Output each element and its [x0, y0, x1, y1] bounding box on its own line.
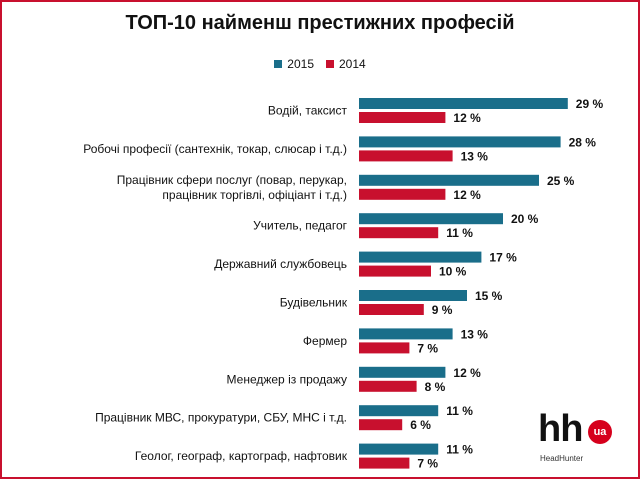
bar-2014: [359, 342, 410, 354]
bar-2015: [359, 290, 467, 301]
category-label: Робочі професії (сантехнік, токар, слюса…: [83, 142, 347, 156]
bar-2015: [359, 251, 482, 263]
data-label-2014: 8 %: [425, 380, 446, 394]
data-label-2015: 29 %: [576, 97, 604, 111]
data-label-2014: 11 %: [446, 226, 473, 240]
data-label-2015: 15 %: [475, 289, 503, 303]
category-label: Учитель, педагог: [253, 219, 348, 233]
bar-2014: [359, 457, 410, 469]
bar-2015: [359, 213, 503, 225]
bar-2014: [359, 380, 417, 392]
bar-2015: [359, 136, 561, 148]
legend-item-2014: 2014: [326, 57, 366, 71]
data-label-2015: 28 %: [569, 135, 597, 149]
bar-2014: [359, 419, 403, 431]
category-label: Будівельник: [280, 296, 348, 310]
bar-2015: [359, 366, 446, 378]
data-label-2014: 9 %: [432, 303, 453, 317]
bar-2014: [359, 188, 446, 200]
logo-ua-badge: ua: [588, 420, 612, 444]
category-label: Водій, таксист: [268, 104, 348, 118]
category-label: Працівник МВС, прокуратури, СБУ, МНС і т…: [95, 411, 347, 425]
legend-swatch-2015: [274, 60, 283, 68]
data-label-2014: 10 %: [439, 265, 467, 279]
data-label-2015: 11 %: [446, 443, 473, 457]
data-label-2014: 12 %: [453, 188, 481, 202]
legend-label-2014: 2014: [339, 57, 366, 71]
category-label: Геолог, географ, картограф, нафтовик: [135, 449, 348, 463]
headhunter-logo: hh ua HeadHunter: [538, 408, 612, 474]
data-label-2015: 11 %: [446, 404, 473, 418]
bar-2014: [359, 112, 446, 123]
bar-2014: [359, 150, 453, 162]
data-label-2015: 13 %: [461, 327, 489, 341]
bar-2015: [359, 405, 439, 417]
data-label-2015: 20 %: [511, 212, 539, 226]
legend: 2015 2014: [2, 56, 638, 72]
data-label-2014: 6 %: [410, 418, 431, 432]
data-label-2014: 7 %: [417, 341, 438, 355]
category-label: Державний службовець: [214, 257, 347, 271]
data-label-2014: 13 %: [461, 149, 489, 163]
bar-2015: [359, 443, 439, 455]
data-label-2014: 12 %: [453, 111, 481, 125]
data-label-2015: 25 %: [547, 174, 575, 188]
logo-subtitle: HeadHunter: [540, 454, 584, 463]
chart-title: ТОП-10 найменш престижних професій: [125, 12, 515, 34]
legend-item-2015: 2015: [274, 57, 314, 71]
legend-swatch-2014: [326, 60, 334, 68]
data-label-2015: 12 %: [453, 366, 481, 380]
data-label-2014: 7 %: [417, 457, 438, 471]
category-label: Фермер: [303, 334, 347, 348]
bar-2015: [359, 174, 539, 186]
bar-2015: [359, 328, 453, 340]
logo-hh-text: hh: [538, 408, 583, 450]
bar-2014: [359, 227, 439, 239]
category-label: Працівник сфери послуг (повар, перукар,: [117, 173, 347, 187]
category-label: Менеджер із продажу: [227, 372, 347, 386]
bar-2014: [359, 304, 424, 315]
data-label-2015: 17 %: [489, 251, 517, 265]
bar-2015: [359, 98, 568, 109]
bar-2014: [359, 265, 431, 277]
legend-label-2015: 2015: [287, 57, 314, 71]
category-label: працівник торгівлі, офіціант і т.д.): [162, 188, 347, 202]
